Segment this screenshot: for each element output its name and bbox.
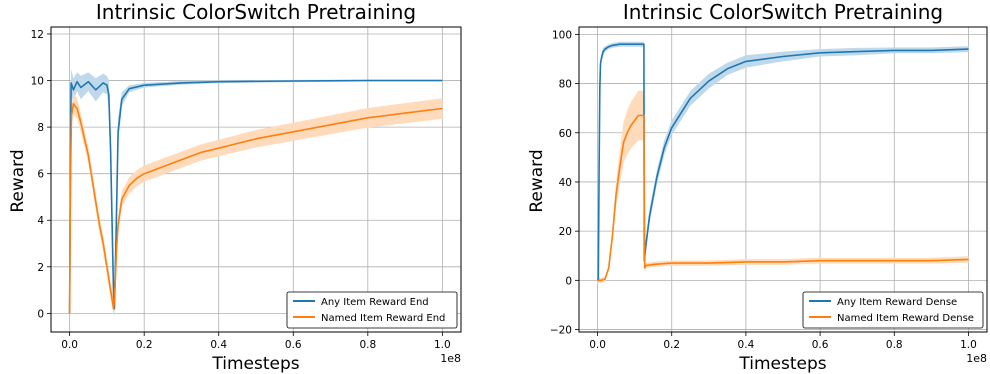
chart-left-legend-label-1: Named Item Reward End — [321, 313, 445, 324]
chart-right-lines — [596, 43, 969, 282]
chart-left-y-tick-label: 4 — [37, 215, 44, 227]
chart-right-legend-box — [802, 291, 984, 329]
chart-left-x-tick-label: 0.6 — [285, 339, 302, 351]
chart-left-legend-label-0: Any Item Reward End — [321, 297, 429, 308]
chart-right-series-line-1 — [597, 114, 969, 282]
chart-right-y-tick-label: 80 — [559, 79, 572, 91]
chart-right: Intrinsic ColorSwitch Pretraining 0.0 0.2… — [527, 0, 988, 374]
chart-right-x-tick-label: 0.0 — [589, 339, 606, 351]
chart-left-band-0 — [69, 68, 443, 316]
chart-right-y-tick-label: 20 — [559, 226, 572, 238]
chart-left-y-tick-label: 10 — [31, 76, 44, 88]
chart-left-y-label: Reward — [8, 149, 28, 212]
chart-left-series-line-0 — [68, 79, 443, 314]
chart-right-x-tick-label: 0.4 — [738, 339, 755, 351]
chart-right-x-tick-label: 0.8 — [886, 339, 903, 351]
chart-right-legend-label-1: Named Item Reward Dense — [837, 313, 974, 324]
chart-right-y-tick-label: −20 — [550, 325, 572, 337]
chart-left-x-tick-label: 0.4 — [210, 339, 227, 351]
chart-right-y-tick-label: 60 — [559, 128, 572, 140]
chart-right-y-label: Reward — [527, 149, 547, 212]
chart-right-axes-frame — [578, 26, 988, 333]
chart-right-legend: Any Item Reward Dense Named Item Reward … — [802, 291, 984, 329]
chart-right-x-label: Timesteps — [738, 354, 826, 374]
chart-right-y-tick-label: 100 — [552, 29, 572, 41]
chart-left: Intrinsic ColorSwitch Pretraining 0.0 0.2… — [8, 0, 462, 374]
chart-left-axes-frame — [50, 26, 462, 333]
chart-left-y-tick-label: 8 — [37, 122, 44, 134]
chart-left-lines — [68, 79, 443, 314]
chart-left-x-offset: 1e8 — [440, 352, 461, 365]
chart-left-legend-box — [286, 291, 458, 329]
chart-right-title: Intrinsic ColorSwitch Pretraining — [623, 0, 943, 24]
chart-left-y-tick-label: 12 — [31, 29, 44, 41]
chart-left-x-tick-label: 0.8 — [359, 339, 376, 351]
chart-left-plot-area — [51, 27, 461, 332]
chart-left-x-tick-label: 1.0 — [434, 339, 451, 351]
chart-left-title: Intrinsic ColorSwitch Pretraining — [96, 0, 416, 24]
chart-left-x-tick-label: 0.2 — [136, 339, 153, 351]
chart-left-x-label: Timesteps — [211, 354, 299, 374]
chart-left-y-tick-label: 2 — [37, 262, 44, 274]
chart-right-x-tick-label: 0.2 — [663, 339, 680, 351]
chart-right-y-tick-label: 0 — [565, 275, 572, 287]
chart-left-x-tick-label: 0.0 — [61, 339, 78, 351]
chart-right-x-tick-label: 1.0 — [960, 339, 977, 351]
chart-left-series-line-1 — [68, 103, 443, 314]
chart-right-x-ticks: 0.0 0.2 0.4 0.6 0.8 1.0 — [589, 332, 977, 351]
chart-left-legend: Any Item Reward End Named Item Reward En… — [286, 291, 458, 329]
chart-right-band-0 — [597, 41, 969, 281]
chart-right-legend-label-0: Any Item Reward Dense — [837, 297, 957, 308]
chart-right-y-ticks: −20 0 20 40 60 80 100 — [550, 29, 579, 337]
chart-right-x-offset: 1e8 — [966, 352, 987, 365]
chart-left-y-tick-label: 0 — [37, 308, 44, 320]
chart-right-band-1 — [597, 90, 969, 283]
chart-right-grid — [579, 27, 987, 332]
chart-right-plot-area — [579, 27, 987, 332]
chart-right-y-tick-label: 40 — [559, 177, 572, 189]
chart-left-y-tick-label: 6 — [37, 169, 44, 181]
chart-left-y-ticks: 0 2 4 6 8 10 12 — [31, 29, 51, 320]
chart-right-bands — [597, 41, 969, 283]
chart-left-x-ticks: 0.0 0.2 0.4 0.6 0.8 1.0 — [61, 332, 451, 351]
chart-right-x-tick-label: 0.6 — [812, 339, 829, 351]
